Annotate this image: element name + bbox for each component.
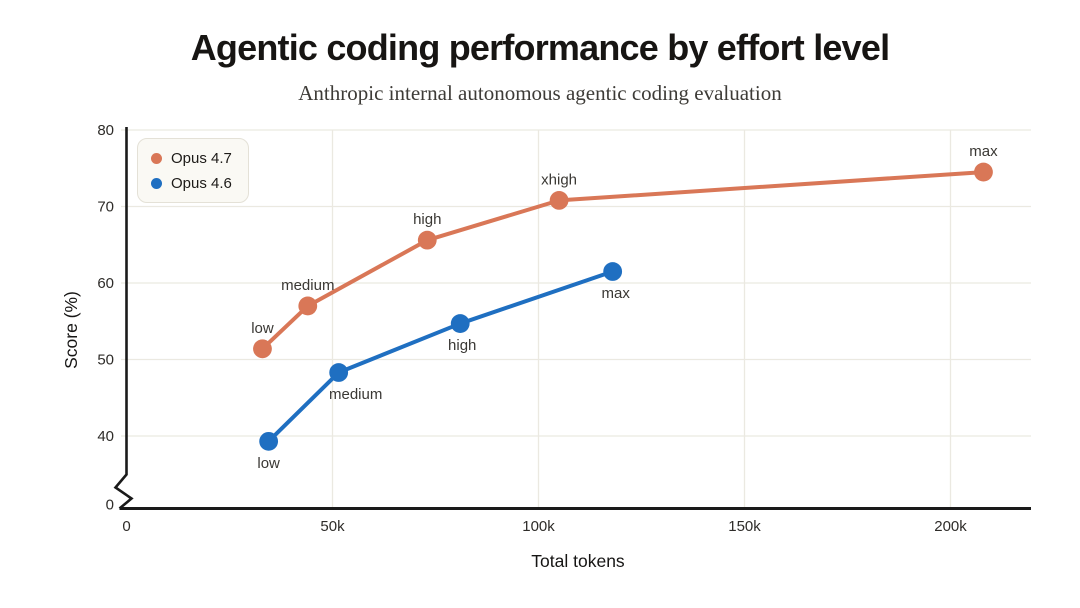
y-tick-label: 60 [97,275,114,292]
point-label-high: high [413,211,441,228]
legend-swatch-opus-4-6-icon [151,177,162,189]
point-label-medium: medium [329,386,382,403]
point-label-low: low [251,320,274,337]
y-tick-label: 40 [97,428,114,445]
x-axis-title: Total tokens [531,551,625,571]
legend-item-opus-4-6: Opus 4.6 [151,173,232,193]
point-label-max: max [969,143,998,160]
legend-label: Opus 4.6 [171,174,232,192]
legend-label: Opus 4.7 [171,149,232,167]
data-point-low [253,339,272,359]
point-label-low: low [257,455,280,472]
chart-subtitle: Anthropic internal autonomous agentic co… [298,81,782,105]
x-tick-label: 50k [320,518,345,535]
y-tick-label: 0 [106,497,114,514]
x-tick-label: 0 [122,518,130,535]
point-label-max: max [601,285,630,302]
chart-title: Agentic coding performance by effort lev… [190,27,890,68]
y-tick-label: 80 [97,122,114,139]
legend-item-opus-4-7: Opus 4.7 [151,148,232,168]
x-tick-label: 100k [522,518,555,535]
point-label-high: high [448,337,476,354]
x-tick-label: 150k [728,518,761,535]
chart-legend: Opus 4.7 Opus 4.6 [137,138,249,203]
data-point-high [450,314,470,333]
y-axis-title: Score (%) [61,291,81,369]
point-label-xhigh: xhigh [541,171,577,188]
data-point-medium [298,296,318,316]
data-point-max [603,262,623,281]
point-label-medium: medium [281,277,334,294]
y-tick-label: 50 [97,352,114,369]
series-line-opus-4-6 [266,269,615,444]
data-point-medium [329,363,349,382]
series-line-opus-4-7 [260,170,986,351]
data-point-low [259,431,279,451]
y-tick-label: 70 [97,199,114,216]
data-point-high [417,230,437,250]
x-tick-label: 200k [934,518,967,535]
legend-swatch-opus-4-7-icon [151,152,162,164]
data-point-max [974,162,993,182]
y-axis-line-with-break [113,127,134,510]
data-point-xhigh [549,190,569,210]
